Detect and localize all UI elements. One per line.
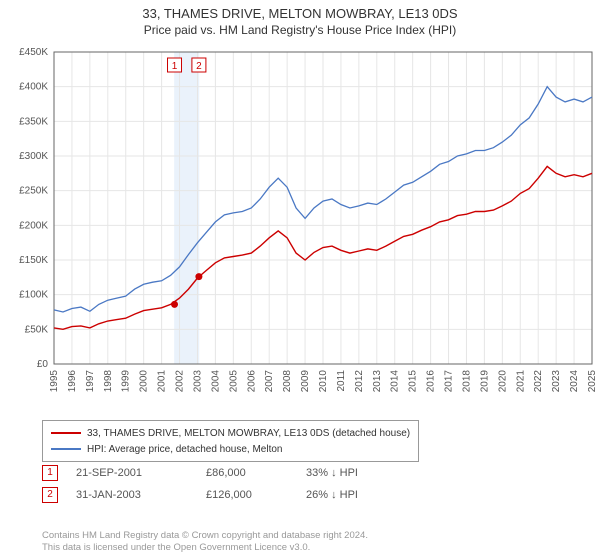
sale-row-2: 2 31-JAN-2003 £126,000 26% ↓ HPI xyxy=(42,484,426,506)
legend-row-property: 33, THAMES DRIVE, MELTON MOWBRAY, LE13 0… xyxy=(51,425,410,441)
svg-text:1998: 1998 xyxy=(103,370,114,393)
title-sub: Price paid vs. HM Land Registry's House … xyxy=(0,23,600,37)
sale-date-2: 31-JAN-2003 xyxy=(76,489,206,501)
legend-label-property: 33, THAMES DRIVE, MELTON MOWBRAY, LE13 0… xyxy=(87,428,410,439)
legend-row-hpi: HPI: Average price, detached house, Melt… xyxy=(51,441,410,457)
sale-marker-2: 2 xyxy=(42,487,58,503)
chart-container: 33, THAMES DRIVE, MELTON MOWBRAY, LE13 0… xyxy=(0,0,600,560)
svg-text:2023: 2023 xyxy=(551,370,562,393)
legend-swatch-hpi xyxy=(51,448,81,450)
svg-text:1995: 1995 xyxy=(49,370,60,393)
svg-text:£100K: £100K xyxy=(19,290,48,301)
svg-text:2013: 2013 xyxy=(372,370,383,393)
svg-text:2004: 2004 xyxy=(210,370,221,393)
svg-text:2020: 2020 xyxy=(497,370,508,393)
chart-area: £0 £50K £100K £150K £200K £250K £300K £350K £400… xyxy=(0,44,600,414)
svg-text:2000: 2000 xyxy=(139,370,150,393)
svg-text:£250K: £250K xyxy=(19,186,48,197)
svg-text:2003: 2003 xyxy=(192,370,203,393)
svg-text:£150K: £150K xyxy=(19,255,48,266)
sale-date-1: 21-SEP-2001 xyxy=(76,467,206,479)
svg-text:2024: 2024 xyxy=(569,370,580,393)
svg-text:2011: 2011 xyxy=(336,370,347,392)
svg-text:2016: 2016 xyxy=(426,370,437,393)
svg-text:2006: 2006 xyxy=(246,370,257,393)
svg-text:£350K: £350K xyxy=(19,116,48,127)
sale-delta-2: 26% ↓ HPI xyxy=(306,489,426,501)
svg-text:2018: 2018 xyxy=(461,370,472,393)
footer-line-1: Contains HM Land Registry data © Crown c… xyxy=(42,530,368,542)
svg-text:2012: 2012 xyxy=(354,370,365,393)
svg-text:2015: 2015 xyxy=(408,370,419,393)
legend-swatch-property xyxy=(51,432,81,434)
svg-text:£300K: £300K xyxy=(19,151,48,162)
sale-price-2: £126,000 xyxy=(206,489,306,501)
svg-text:£0: £0 xyxy=(37,359,49,370)
sale-delta-1: 33% ↓ HPI xyxy=(306,467,426,479)
legend: 33, THAMES DRIVE, MELTON MOWBRAY, LE13 0… xyxy=(42,420,419,462)
svg-text:2019: 2019 xyxy=(479,370,490,393)
svg-text:2: 2 xyxy=(196,61,202,72)
svg-text:1999: 1999 xyxy=(121,370,132,393)
svg-text:2021: 2021 xyxy=(515,370,526,393)
svg-text:1: 1 xyxy=(172,61,178,72)
title-block: 33, THAMES DRIVE, MELTON MOWBRAY, LE13 0… xyxy=(0,0,600,37)
svg-text:2017: 2017 xyxy=(444,370,455,393)
sale-price-1: £86,000 xyxy=(206,467,306,479)
legend-label-hpi: HPI: Average price, detached house, Melt… xyxy=(87,444,283,455)
svg-text:1997: 1997 xyxy=(85,370,96,393)
svg-text:2022: 2022 xyxy=(533,370,544,393)
svg-text:£200K: £200K xyxy=(19,220,48,231)
svg-text:£450K: £450K xyxy=(19,47,48,58)
svg-text:2010: 2010 xyxy=(318,370,329,393)
svg-text:2025: 2025 xyxy=(587,370,598,393)
sales-table: 1 21-SEP-2001 £86,000 33% ↓ HPI 2 31-JAN… xyxy=(42,462,426,506)
sale-row-1: 1 21-SEP-2001 £86,000 33% ↓ HPI xyxy=(42,462,426,484)
svg-text:1996: 1996 xyxy=(67,370,78,393)
title-main: 33, THAMES DRIVE, MELTON MOWBRAY, LE13 0… xyxy=(0,6,600,21)
footer: Contains HM Land Registry data © Crown c… xyxy=(42,530,368,554)
svg-text:2007: 2007 xyxy=(264,370,275,393)
svg-text:2001: 2001 xyxy=(157,370,168,393)
svg-text:£50K: £50K xyxy=(25,324,49,335)
svg-text:£400K: £400K xyxy=(19,82,48,93)
svg-text:2002: 2002 xyxy=(175,370,186,393)
sale-marker-1: 1 xyxy=(42,465,58,481)
chart-svg: £0 £50K £100K £150K £200K £250K £300K £350K £400… xyxy=(0,44,600,414)
svg-text:2008: 2008 xyxy=(282,370,293,393)
svg-text:2005: 2005 xyxy=(228,370,239,393)
svg-text:2014: 2014 xyxy=(390,370,401,393)
footer-line-2: This data is licensed under the Open Gov… xyxy=(42,542,368,554)
svg-text:2009: 2009 xyxy=(300,370,311,393)
